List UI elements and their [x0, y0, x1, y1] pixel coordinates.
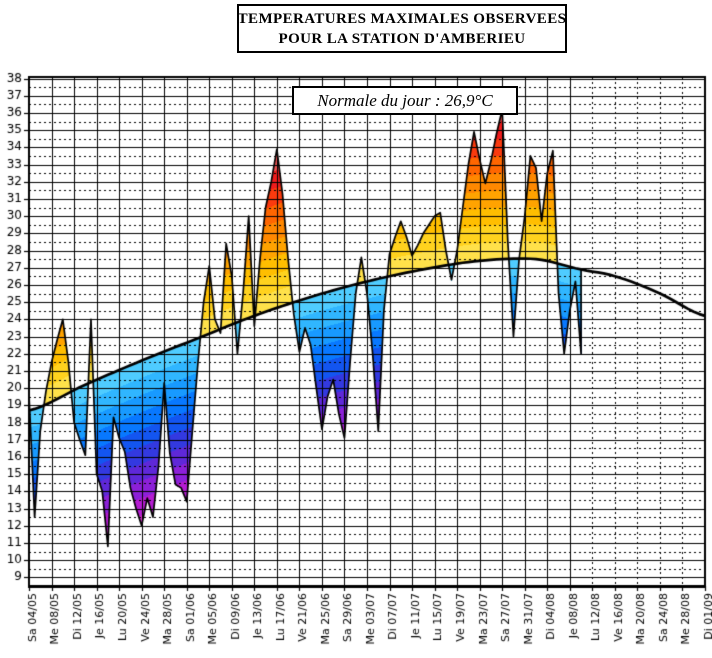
chart-title-box: TEMPERATURES MAXIMALES OBSERVEES POUR LA… [237, 4, 567, 53]
normal-annotation-text: Normale du jour : 26,9°C [317, 90, 493, 110]
normal-annotation-box: Normale du jour : 26,9°C [292, 86, 518, 115]
chart-title-line2: POUR LA STATION D'AMBERIEU [278, 30, 526, 47]
chart-title-line1: TEMPERATURES MAXIMALES OBSERVEES [237, 10, 567, 27]
